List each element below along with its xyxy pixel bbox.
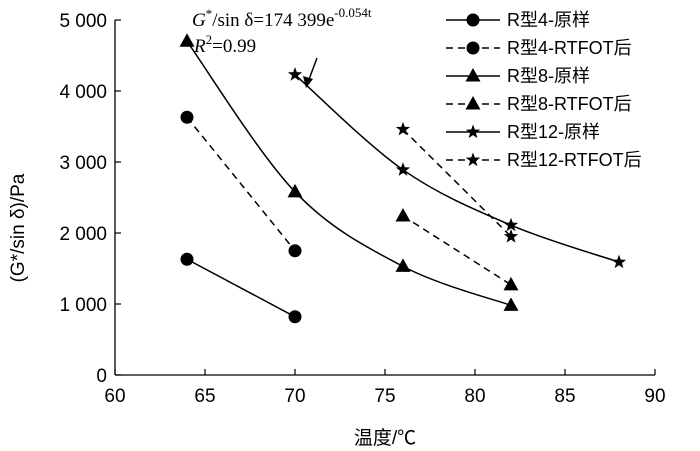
x-tick-label: 80 xyxy=(464,386,485,407)
series-line xyxy=(186,258,296,318)
y-tick-label: 0 xyxy=(96,366,107,387)
legend-item: R型4-原样 xyxy=(446,10,590,30)
x-tick-label: 65 xyxy=(194,386,215,407)
legend-label: R型12-原样 xyxy=(507,122,600,142)
data-point xyxy=(395,258,411,272)
series-1 xyxy=(180,110,302,258)
x-tick-label: 75 xyxy=(374,386,395,407)
legend-label: R型4-原样 xyxy=(507,10,590,30)
data-point xyxy=(180,110,194,124)
y-tick-label: 3 000 xyxy=(59,153,107,174)
data-point xyxy=(287,67,303,81)
legend-item: R型12-RTFOT后 xyxy=(446,150,642,170)
x-ticks: 60 65 70 75 80 85 90 xyxy=(104,369,666,407)
legend-label: R型8-RTFOT后 xyxy=(507,94,632,114)
y-tick-label: 4 000 xyxy=(59,82,107,103)
data-point xyxy=(503,276,519,291)
y-tick-label: 1 000 xyxy=(59,295,107,316)
data-point xyxy=(503,217,519,232)
x-tick-label: 70 xyxy=(284,386,305,407)
x-tick-label: 85 xyxy=(554,386,575,407)
fit-formula-annotation: G*/sin δ=174 399e-0.054t R2=0.99 xyxy=(192,5,372,88)
series-line xyxy=(186,116,296,252)
data-point xyxy=(288,310,302,324)
svg-text:G*/sin δ=174 399e-0.054t: G*/sin δ=174 399e-0.054t xyxy=(192,5,372,31)
legend-marker xyxy=(465,96,481,110)
r2-exp: 2 xyxy=(206,32,213,47)
data-point xyxy=(180,252,194,266)
series-3 xyxy=(395,207,519,291)
data-point xyxy=(395,207,411,222)
legend-marker xyxy=(465,124,481,139)
legend-item: R型4-RTFOT后 xyxy=(446,38,632,58)
fit-formula-mid: /sin δ=174 399e xyxy=(212,10,334,31)
x-tick-label: 90 xyxy=(644,386,665,407)
series-line xyxy=(402,215,512,286)
legend-marker xyxy=(465,68,481,82)
legend-marker xyxy=(466,41,480,55)
series-line xyxy=(402,128,512,238)
y-axis-title: (G*/sin δ)/Pa xyxy=(8,173,29,282)
series-line xyxy=(294,74,620,263)
y-tick-label: 5 000 xyxy=(59,11,107,32)
series-0 xyxy=(180,252,302,324)
fit-formula-lhs: G xyxy=(192,10,206,31)
data-point xyxy=(503,297,519,311)
series-5 xyxy=(395,121,519,243)
legend-marker xyxy=(465,152,481,167)
svg-text:R2=0.99: R2=0.99 xyxy=(193,32,256,57)
series-group xyxy=(179,33,627,324)
data-point xyxy=(179,33,195,47)
fit-formula-star: * xyxy=(206,6,213,21)
data-point xyxy=(288,244,302,258)
data-point xyxy=(287,183,303,198)
fit-formula-exp: -0.054t xyxy=(334,5,372,20)
legend-label: R型4-RTFOT后 xyxy=(507,38,632,58)
data-point xyxy=(395,162,411,176)
r2-lhs: R xyxy=(193,36,206,57)
legend-item: R型8-RTFOT后 xyxy=(446,94,632,114)
y-ticks: 0 1 000 2 000 3 000 4 000 5 000 xyxy=(59,11,121,387)
y-tick-label: 2 000 xyxy=(59,224,107,245)
series-line xyxy=(186,40,512,307)
data-point xyxy=(503,229,519,243)
r2-rhs: =0.99 xyxy=(212,36,256,57)
legend: R型4-原样 R型4-RTFOT后 R型8-原样 R型8-RTFOT后 R型12-原样 R… xyxy=(446,10,642,170)
x-axis-title: 温度/℃ xyxy=(354,427,416,449)
series-4 xyxy=(287,67,627,269)
legend-marker xyxy=(466,13,480,27)
legend-label: R型12-RTFOT后 xyxy=(507,150,642,170)
annotation-arrow xyxy=(303,57,318,88)
series-2 xyxy=(179,33,519,311)
legend-item: R型8-原样 xyxy=(446,66,590,86)
x-tick-label: 60 xyxy=(104,386,125,407)
data-point xyxy=(395,121,411,136)
data-point xyxy=(611,254,627,269)
legend-label: R型8-原样 xyxy=(507,66,590,86)
legend-item: R型12-原样 xyxy=(446,122,600,142)
